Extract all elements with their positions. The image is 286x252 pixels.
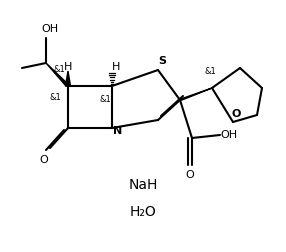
Text: H: H <box>112 62 120 72</box>
Text: N: N <box>113 126 123 136</box>
Text: &1: &1 <box>49 93 61 103</box>
Text: NaH: NaH <box>128 178 158 192</box>
Text: OH: OH <box>41 24 59 34</box>
Text: O: O <box>231 109 241 119</box>
Text: H₂O: H₂O <box>130 205 156 219</box>
Text: O: O <box>186 170 194 180</box>
Text: S: S <box>158 56 166 66</box>
Text: &1: &1 <box>53 65 65 74</box>
Text: &1: &1 <box>204 68 216 77</box>
Text: O: O <box>40 155 48 165</box>
Text: OH: OH <box>221 130 238 140</box>
Polygon shape <box>46 63 70 86</box>
Text: &1: &1 <box>99 96 111 105</box>
Polygon shape <box>65 71 71 86</box>
Polygon shape <box>178 88 212 100</box>
Text: H: H <box>64 62 72 72</box>
